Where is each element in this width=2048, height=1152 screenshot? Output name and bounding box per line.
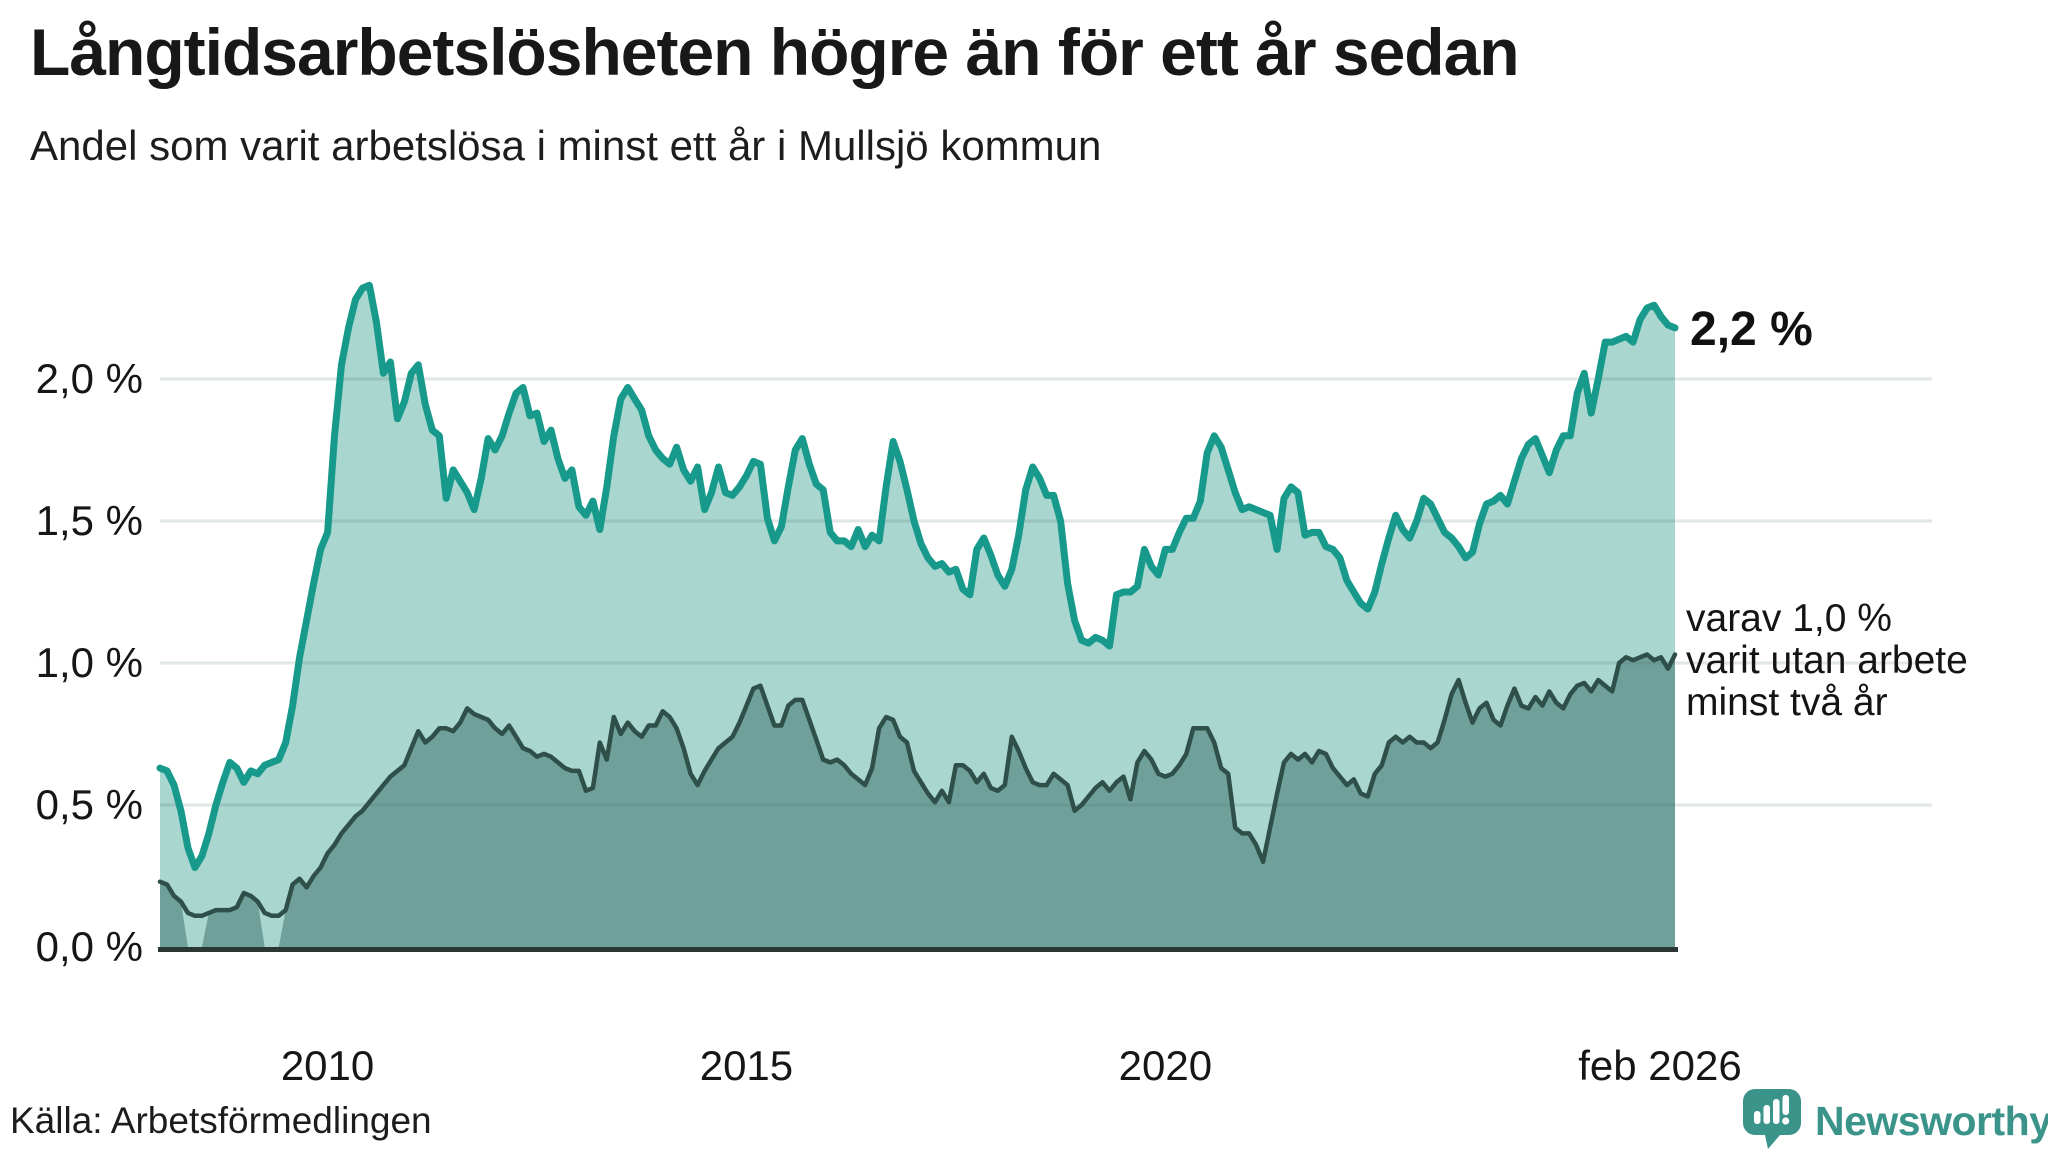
bar-1 [1754,1111,1761,1124]
exclamation-bar [1782,1095,1789,1115]
dark-series-annotation-line2: varit utan arbete [1686,639,1968,682]
dark-series-annotation-line3: minst två år [1686,681,1888,724]
source-caption: Källa: Arbetsförmedlingen [10,1100,432,1141]
dark-area-fill [160,654,1675,947]
newsworthy-logo: Newsworthy [1743,1089,2048,1152]
newsworthy-wordmark: Newsworthy [1815,1098,2048,1144]
bar-2 [1763,1105,1770,1124]
page-subtitle: Andel som varit arbetslösa i minst ett å… [30,122,1102,169]
exclamation-dot [1782,1117,1790,1125]
y-tick-label: 0,5 % [36,781,143,828]
x-tick-label: 2010 [281,1042,374,1089]
dark-series-line [157,652,1678,919]
dark-series-annotation-line1: varav 1,0 % [1686,597,1892,640]
dark-series-annotation: varav 1,0 % varit utan arbete minst två … [1686,598,1968,724]
x-tick-label: 2020 [1119,1042,1212,1089]
x-tick-label: 2015 [700,1042,793,1089]
y-tick-label: 0,0 % [36,923,143,970]
series-end-value-label: 2,2 % [1690,303,1813,356]
newsworthy-icon [1743,1089,1801,1149]
x-tick-label: feb 2026 [1578,1042,1742,1089]
speech-bubble-shape [1743,1089,1801,1149]
bar-3 [1773,1099,1780,1124]
page-title: Långtidsarbetslösheten högre än för ett … [30,15,1520,89]
y-tick-label: 2,0 % [36,355,143,402]
y-tick-label: 1,5 % [36,497,143,544]
light-series-line [156,281,1679,871]
y-tick-label: 1,0 % [36,639,143,686]
